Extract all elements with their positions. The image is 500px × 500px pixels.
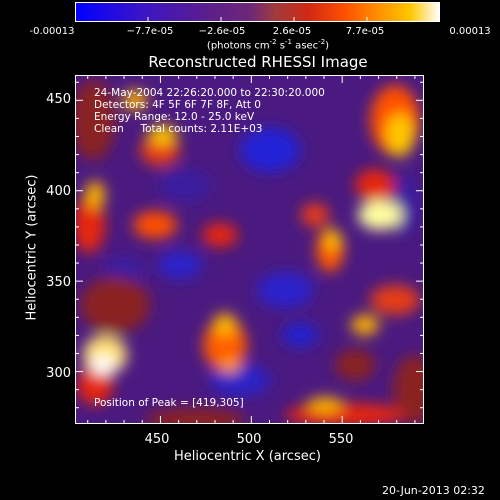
- colorbar: [75, 2, 440, 22]
- colorbar-units: (photons cm-2 s-1 asec-2): [206, 38, 330, 52]
- annotation-detectors: Detectors: 4F 5F 6F 7F 8F, Att 0: [94, 99, 261, 111]
- y-tick-label: 450: [46, 92, 71, 107]
- colorbar-tick-label: -0.00013: [29, 26, 75, 37]
- x-tick-label: 450: [144, 432, 170, 447]
- annotation-peak-position: Position of Peak = [419,305]: [94, 397, 244, 409]
- y-tick-label: 400: [46, 184, 71, 199]
- x-tick-label: 550: [328, 432, 354, 447]
- colorbar-tick-label: −7.7e-05: [126, 26, 174, 37]
- x-tick-label: 500: [236, 432, 262, 447]
- colorbar-tick-label: −2.6e-05: [198, 26, 246, 37]
- y-axis-label: Heliocentric Y (arcsec): [24, 174, 40, 321]
- x-axis-label: Heliocentric X (arcsec): [174, 449, 321, 464]
- heatmap-plot: [75, 75, 424, 424]
- chart-title: Reconstructed RHESSI Image: [148, 53, 368, 71]
- annotation-clean-counts: Clean Total counts: 2.11E+03: [94, 123, 263, 135]
- y-tick-label: 350: [46, 275, 71, 290]
- colorbar-tick-label: 7.7e-05: [345, 26, 385, 37]
- timestamp: 20-Jun-2013 02:32: [382, 484, 485, 497]
- colorbar-tick-label: 2.6e-05: [272, 26, 312, 37]
- colorbar-tick-label: 0.00013: [449, 26, 491, 37]
- y-tick-label: 300: [46, 366, 71, 381]
- annotation-time-range: 24-May-2004 22:26:20.000 to 22:30:20.000: [94, 87, 325, 99]
- annotation-energy-range: Energy Range: 12.0 - 25.0 keV: [94, 111, 255, 123]
